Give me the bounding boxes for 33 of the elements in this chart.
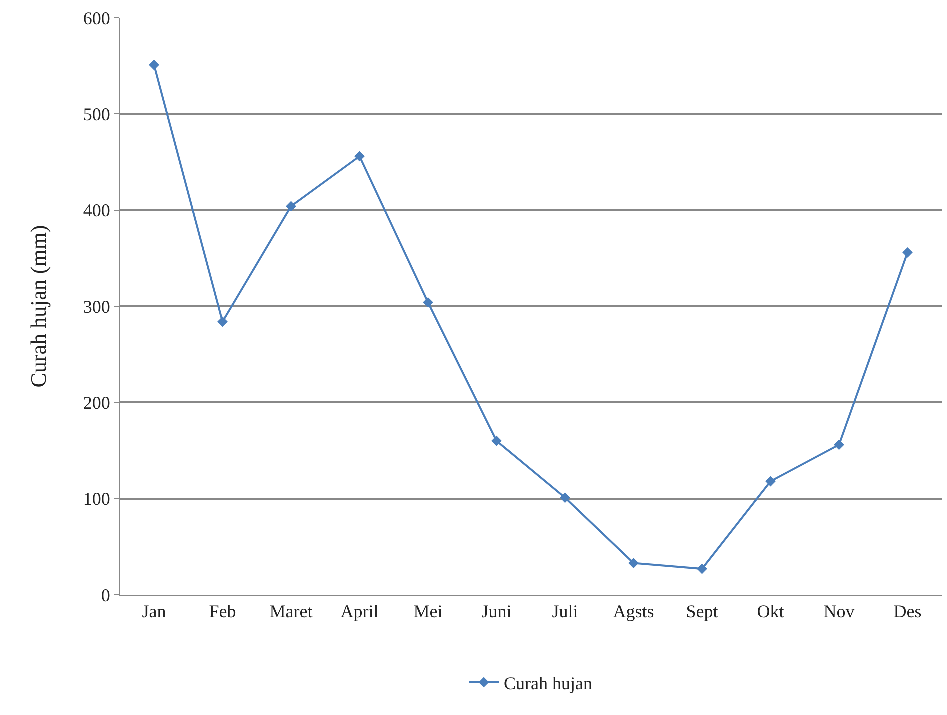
point [834, 440, 844, 450]
x-tick-label: Juli [552, 602, 578, 622]
x-tick-label: Des [894, 602, 922, 622]
x-tick-label: Juni [482, 602, 512, 622]
point [902, 247, 913, 258]
y-tick-label: 500 [83, 104, 110, 124]
y-tick-label: 600 [83, 8, 110, 28]
y-tick-label: 100 [83, 489, 110, 510]
x-tick-label: April [340, 602, 379, 622]
y-tick-label: 400 [83, 200, 110, 221]
point [423, 297, 434, 308]
legend-label: Curah hujan [504, 673, 592, 694]
x-tick-label: Maret [270, 602, 313, 622]
point [354, 151, 365, 162]
x-tick-label: Jan [142, 602, 166, 622]
x-tick-label: Sept [686, 602, 718, 622]
point [628, 558, 639, 568]
point [766, 476, 776, 487]
point [149, 60, 160, 70]
point [492, 436, 502, 446]
x-tick-label: Agsts [613, 602, 654, 622]
y-tick-label: 0 [101, 585, 110, 606]
y-tick-label: 200 [83, 392, 110, 413]
x-tick-label: Mei [414, 602, 443, 622]
y-axis-title: Curah hujan (mm) [26, 225, 52, 388]
x-tick-label: Okt [757, 602, 784, 622]
x-tick-label: Feb [209, 602, 236, 622]
point [218, 316, 228, 328]
y-tick-label: 300 [83, 296, 110, 317]
point [286, 201, 296, 212]
point [697, 564, 708, 574]
point [560, 492, 570, 504]
x-tick-label: Nov [824, 602, 855, 622]
